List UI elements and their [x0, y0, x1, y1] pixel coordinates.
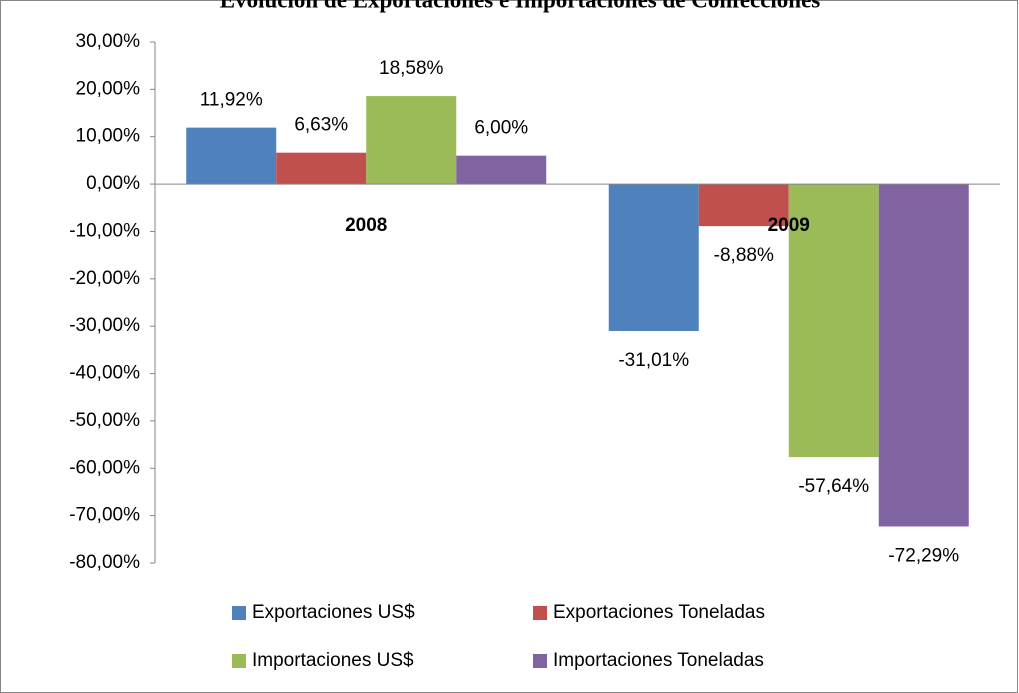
value-label: -31,01% — [618, 350, 689, 371]
x-tick-label: 2008 — [345, 215, 387, 236]
legend-swatch — [533, 606, 547, 620]
legend-label: Exportaciones Toneladas — [553, 602, 765, 623]
y-tick-label: 10,00% — [76, 126, 141, 147]
chart-title: Evolución de Exportaciones e Importacion… — [220, 0, 821, 12]
legend-swatch — [533, 654, 547, 668]
y-tick-label: -60,00% — [69, 457, 140, 478]
value-label: -57,64% — [798, 476, 869, 497]
value-label: 18,58% — [379, 58, 444, 79]
y-tick-label: -80,00% — [69, 552, 140, 573]
y-tick-label: 30,00% — [76, 31, 141, 52]
y-tick-label: -50,00% — [69, 410, 140, 431]
value-label: 6,00% — [474, 118, 528, 139]
value-label: 11,92% — [200, 90, 263, 111]
legend-label: Importaciones US$ — [252, 650, 414, 671]
y-tick-label: 20,00% — [76, 78, 141, 99]
legend-swatch — [232, 606, 246, 620]
bar — [186, 127, 277, 185]
bar — [276, 152, 367, 185]
legend-label: Importaciones Toneladas — [553, 650, 764, 671]
y-tick-label: -10,00% — [69, 220, 140, 241]
x-tick-label: 2009 — [768, 215, 810, 236]
bar — [456, 155, 547, 185]
bar — [878, 184, 969, 527]
bar — [366, 96, 457, 185]
bar — [608, 184, 699, 331]
value-label: 6,63% — [294, 115, 348, 136]
value-label: -8,88% — [714, 245, 774, 266]
y-tick-label: -30,00% — [69, 315, 140, 336]
bar — [698, 184, 789, 227]
y-tick-label: 0,00% — [86, 173, 140, 194]
y-tick-label: -20,00% — [69, 268, 140, 289]
legend-label: Exportaciones US$ — [252, 602, 415, 623]
y-tick-label: -70,00% — [69, 505, 140, 526]
value-label: -72,29% — [888, 545, 959, 566]
y-tick-label: -40,00% — [69, 363, 140, 384]
bar — [788, 184, 879, 458]
legend-swatch — [232, 654, 246, 668]
